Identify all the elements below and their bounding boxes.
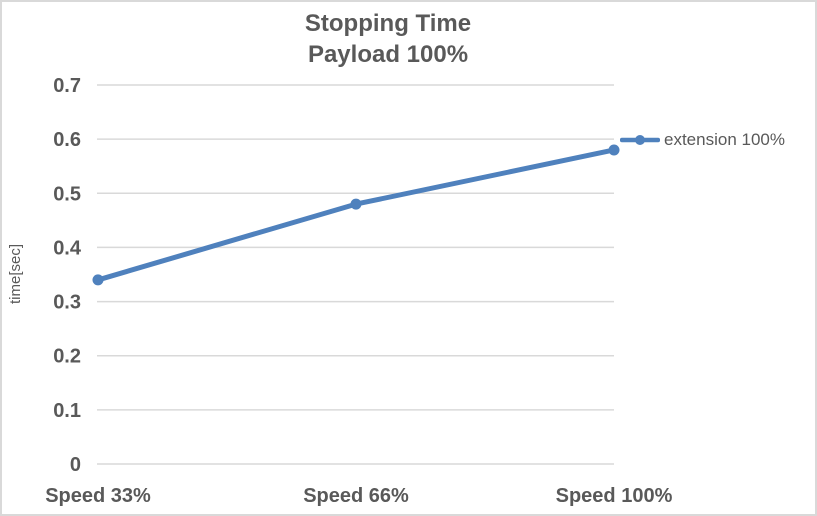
x-category-label: Speed 100% [556,485,673,507]
chart-title-line2: Payload 100% [307,41,469,68]
y-tick-label: 0.7 [53,75,81,97]
y-tick-label: 0.5 [53,183,81,205]
x-category-label: Speed 66% [303,485,409,507]
x-category-label: Speed 33% [45,485,151,507]
y-tick-label: 0.2 [53,346,81,368]
series-line [95,147,617,283]
data-point-marker [350,198,362,210]
data-point-marker [92,274,104,286]
y-tick-label: 0.4 [53,237,82,259]
y-tick-label: 0 [70,454,81,476]
y-tick-label: 0.1 [53,400,81,422]
legend: extension 100% [620,129,785,151]
legend-label: extension 100% [664,130,785,149]
data-point-marker [608,144,620,156]
chart-title: Stopping Time Payload 100% [2,8,774,70]
chart-title-line1: Stopping Time [304,10,472,37]
legend-line-marker-icon [620,135,660,145]
y-axis-title: time[sec] [7,244,24,304]
y-tick-label: 0.3 [53,292,81,314]
y-tick-label: 0.6 [53,129,81,151]
